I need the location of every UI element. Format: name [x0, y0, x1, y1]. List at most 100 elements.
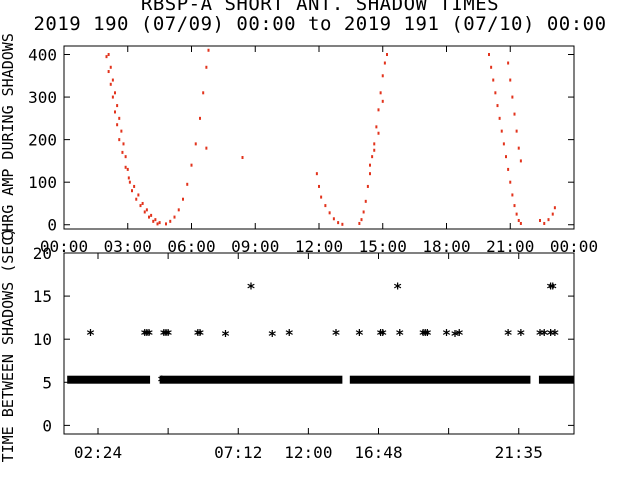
top-data-point: [207, 48, 210, 52]
top-data-point: [127, 176, 130, 180]
top-data-point: [131, 189, 133, 193]
top-data-point: [494, 91, 497, 95]
top-data-point: [381, 74, 384, 78]
top-data-point: [519, 159, 522, 163]
top-data-point: [519, 221, 522, 225]
top-data-point: [488, 53, 490, 57]
top-data-point: [150, 213, 153, 217]
top-data-point: [511, 193, 514, 197]
top-data-point: [332, 217, 335, 221]
bottom-data-point: *: [546, 279, 555, 297]
top-data-point: [177, 208, 180, 212]
bottom-data-point: *: [376, 326, 385, 344]
top-y-tick-label: 100: [28, 173, 57, 192]
bottom-plot-frame: [63, 252, 575, 435]
top-y-tick-label: 200: [28, 131, 57, 150]
bottom-data-point: *: [159, 326, 168, 344]
bottom-x-tick-label: 16:48: [354, 443, 402, 462]
bottom-data-point: *: [144, 326, 153, 344]
top-data-point: [105, 55, 108, 59]
top-data-point: [158, 221, 161, 225]
top-data-point: [496, 104, 499, 108]
top-data-point: [169, 219, 172, 223]
top-data-point: [148, 215, 150, 219]
bottom-y-tick-label: 0: [42, 416, 52, 435]
top-data-point: [490, 65, 493, 69]
top-y-tick-label: 400: [28, 46, 57, 65]
top-data-point: [498, 116, 501, 120]
bottom-x-tick-label: 21:35: [495, 443, 543, 462]
top-data-point: [553, 206, 556, 210]
bottom-data-point: *: [548, 279, 557, 297]
top-data-point: [141, 201, 144, 205]
top-data-point: [315, 172, 318, 176]
bottom-y-axis-label: TIME BETWEEN SHADOWS (SEC): [0, 228, 17, 463]
top-data-point: [324, 204, 327, 208]
bottom-y-tick-label: 20: [33, 244, 52, 263]
top-data-point: [517, 146, 520, 150]
top-data-point: [543, 221, 546, 225]
bottom-y-tick-label: 5: [42, 373, 52, 392]
bottom-data-point: *: [193, 326, 202, 344]
bottom-data-point: *: [535, 326, 544, 344]
top-data-point: [379, 91, 382, 95]
top-data-point: [111, 78, 114, 82]
top-x-tick-label: 09:00: [231, 237, 279, 256]
bottom-data-point: *: [504, 326, 513, 344]
top-data-point: [360, 218, 363, 222]
top-data-point: [507, 61, 510, 65]
top-data-point: [369, 163, 371, 167]
top-data-point: [369, 172, 371, 176]
top-data-point: [513, 112, 516, 116]
top-data-point: [318, 184, 320, 188]
bottom-data-point: *: [378, 326, 387, 344]
top-data-point: [328, 211, 331, 215]
top-data-point: [341, 222, 344, 226]
baseline-band: [538, 375, 574, 384]
top-data-point: [173, 215, 176, 219]
top-data-point: [492, 78, 495, 82]
bottom-data-point: *: [355, 326, 364, 344]
top-data-point: [135, 197, 138, 201]
bottom-data-point: *: [142, 326, 151, 344]
bottom-data-point: *: [450, 327, 459, 345]
top-data-point: [182, 197, 184, 201]
top-data-point: [199, 116, 201, 120]
top-y-tick-label: 300: [28, 88, 57, 107]
top-data-point: [241, 156, 244, 160]
baseline-band: [159, 375, 343, 384]
bottom-data-point: *: [546, 326, 555, 344]
top-data-point: [109, 82, 112, 86]
top-data-point: [386, 53, 388, 57]
top-y-tick-label: 0: [47, 216, 57, 235]
top-data-point: [128, 180, 131, 184]
top-data-point: [500, 129, 503, 133]
top-data-point: [111, 95, 114, 99]
top-data-point: [194, 142, 197, 146]
top-data-point: [116, 123, 119, 127]
top-data-point: [337, 221, 340, 225]
top-panel: CHRG AMP DURING SHADOWS 0 100 200 300 400 00:…: [0, 33, 598, 256]
bottom-data-point: *: [164, 326, 173, 344]
top-data-point: [137, 193, 140, 197]
top-data-point: [124, 155, 127, 159]
bottom-data-point: *: [393, 279, 402, 297]
top-data-point: [377, 108, 380, 112]
top-y-axis-label: CHRG AMP DURING SHADOWS: [0, 33, 17, 241]
bottom-x-tick-label: 12:00: [284, 443, 332, 462]
top-data-point: [154, 218, 157, 222]
top-data-point: [202, 91, 205, 95]
bottom-data-point: *: [395, 326, 404, 344]
top-data-point: [152, 219, 155, 223]
bottom-data-point: *: [140, 326, 149, 344]
top-data-point: [373, 142, 376, 146]
top-data-point: [143, 210, 146, 214]
bottom-x-tick-label: 02:24: [74, 443, 122, 462]
top-x-tick-label: 21:00: [486, 237, 534, 256]
bottom-data-point: *: [516, 326, 525, 344]
top-data-point: [114, 110, 116, 114]
bottom-data-point: *: [419, 326, 428, 344]
bottom-data-point: *: [442, 326, 451, 344]
top-x-tick-label: 18:00: [422, 237, 470, 256]
